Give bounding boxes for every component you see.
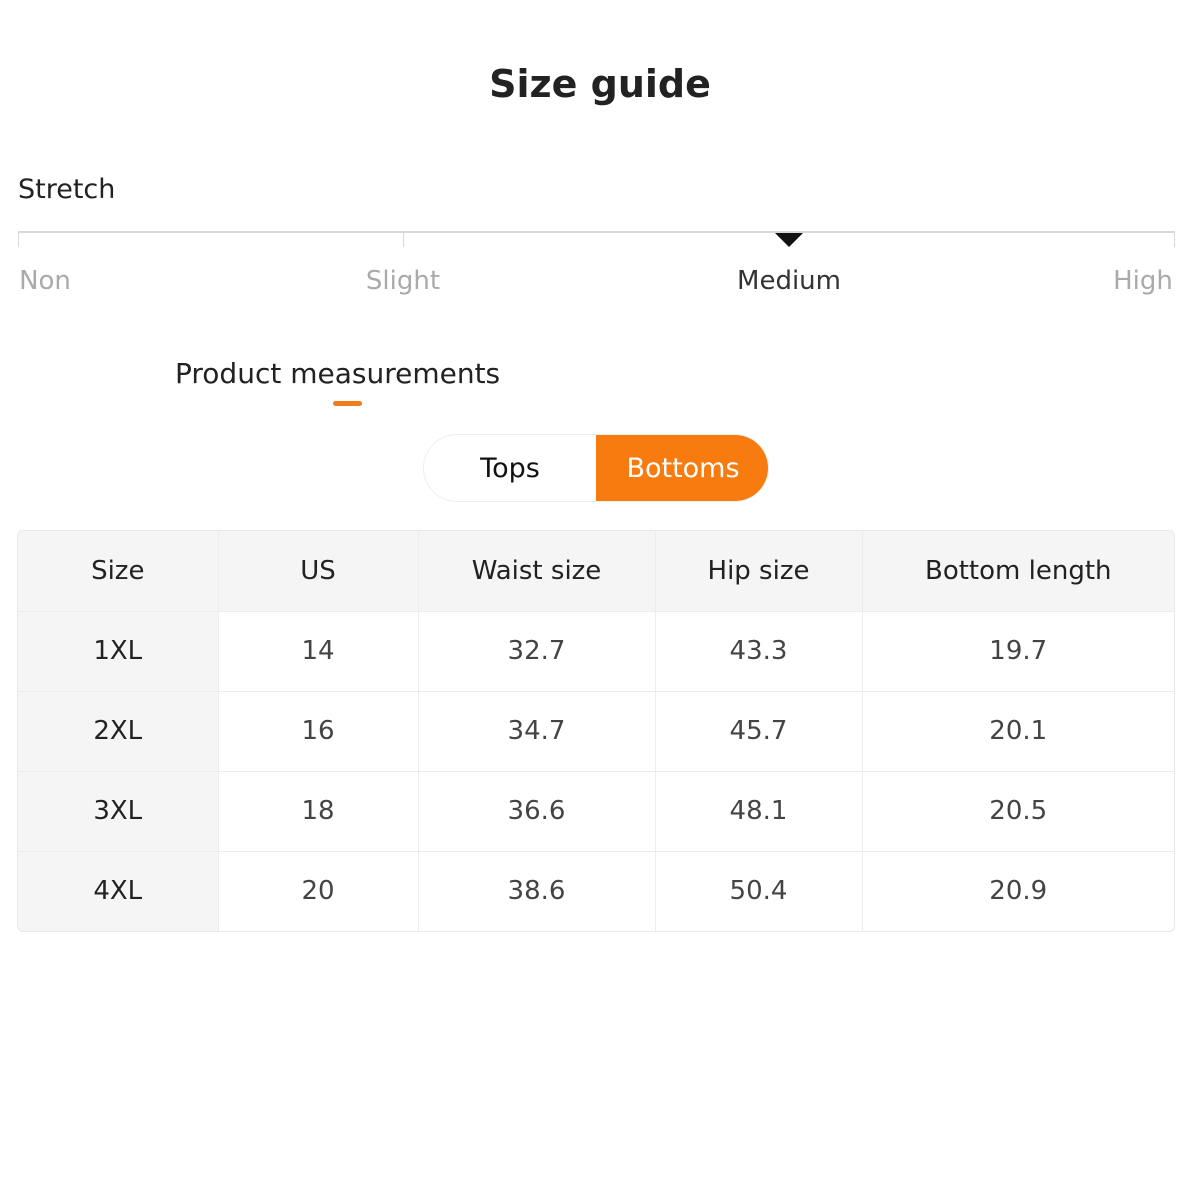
table-row: 3XL 18 36.6 48.1 20.5 — [18, 771, 1174, 852]
table-cell: 3XL — [18, 771, 219, 852]
table-cell: 43.3 — [655, 611, 863, 692]
table-cell: 20.9 — [989, 876, 1048, 907]
header-hip: Hip size — [655, 531, 863, 612]
page-title: Size guide — [489, 62, 711, 106]
table-cell: 48.1 — [655, 771, 863, 852]
tab-product-measurements[interactable]: Product measurements — [175, 357, 501, 390]
table-cell: 14 — [218, 611, 419, 692]
table-row: 4XL 20 38.6 50.4 20.9 — [18, 851, 1174, 931]
table-cell: 34.7 — [418, 691, 656, 772]
header-waist: Waist size — [418, 531, 656, 612]
table-cell: 2XL — [18, 691, 219, 772]
table-cell: 20 — [218, 851, 419, 931]
table-cell: 1XL — [18, 611, 219, 692]
table-cell: 16 — [218, 691, 419, 772]
table-cell: 38.6 — [418, 851, 656, 931]
table-row: 1XL 14 32.7 43.3 19.7 — [18, 611, 1174, 692]
stretch-level-high: High — [1113, 266, 1173, 296]
stretch-level-slight: Slight — [365, 266, 441, 296]
scale-tick — [18, 231, 19, 247]
stretch-level-non: Non — [19, 266, 71, 296]
table-cell: 18 — [218, 771, 419, 852]
table-cell: 19.7 — [862, 611, 1174, 692]
stretch-marker-icon — [775, 233, 803, 247]
table-cell: 36.6 — [418, 771, 656, 852]
table-header-row: Size US Waist size Hip size Bottom lengt… — [18, 531, 1174, 612]
table-cell: 45.7 — [655, 691, 863, 772]
stretch-scale-track — [18, 231, 1175, 233]
scale-tick — [1174, 231, 1175, 247]
stretch-label: Stretch — [18, 174, 116, 205]
table-cell: 20.5 — [862, 771, 1174, 852]
table-cell: 50.4 — [655, 851, 863, 931]
table-cell: 20.1 — [862, 691, 1174, 772]
table-cell: 4XL — [18, 851, 219, 931]
toggle-bottoms[interactable]: Bottoms — [596, 435, 768, 501]
header-bottom-length: Bottom length — [862, 531, 1174, 612]
stretch-level-medium: Medium — [737, 266, 841, 296]
category-toggle: Tops Bottoms — [423, 434, 769, 502]
table-row: 2XL 16 34.7 45.7 20.1 — [18, 691, 1174, 772]
scale-tick — [403, 231, 404, 247]
header-us: US — [218, 531, 419, 612]
measurements-table: Size US Waist size Hip size Bottom lengt… — [17, 530, 1175, 932]
toggle-tops[interactable]: Tops — [424, 435, 596, 501]
table-cell: 32.7 — [418, 611, 656, 692]
tab-active-indicator — [333, 401, 362, 406]
header-size: Size — [18, 531, 219, 612]
